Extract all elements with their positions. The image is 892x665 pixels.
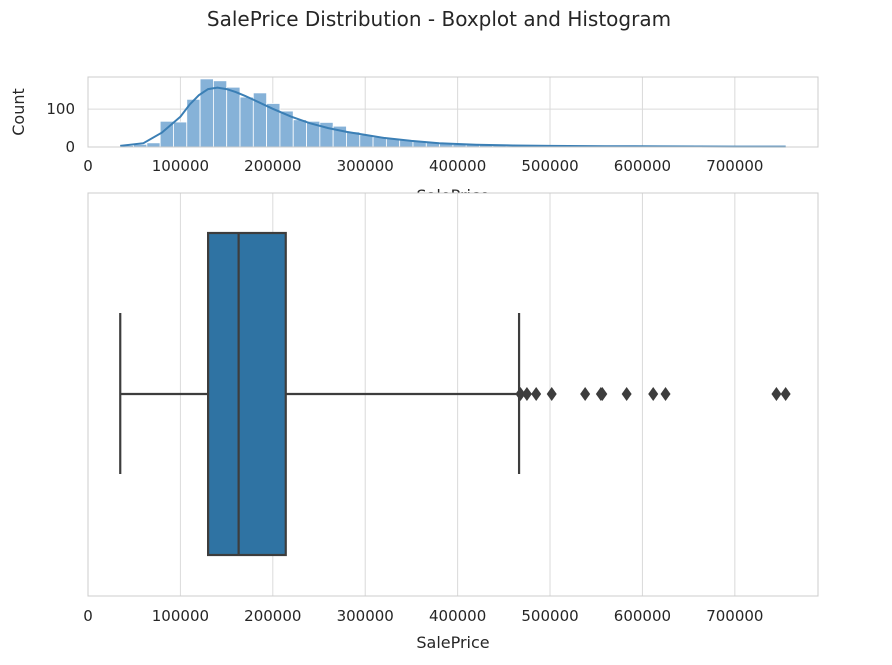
- histogram-kde-curve: [120, 86, 786, 148]
- boxplot-panel: 0 100000 200000 300000 400000 500000 600000 700…: [83, 192, 819, 652]
- histogram-x-tick-label: 200000: [244, 157, 301, 175]
- outlier-point: [621, 387, 632, 401]
- histogram-panel: 0 100000 200000 300000 400000 500000 600000 700…: [9, 76, 819, 205]
- outlier-point: [580, 387, 591, 401]
- boxplot-x-tick-label: 100000: [152, 607, 209, 625]
- histogram-y-tick-label: 100: [46, 100, 75, 118]
- histogram-x-tick-label: 400000: [429, 157, 486, 175]
- boxplot-x-tick-labels: 0 100000 200000 300000 400000 500000 600000 700…: [83, 607, 763, 625]
- boxplot-x-tick-label: 400000: [429, 607, 486, 625]
- boxplot-x-tick-label: 500000: [521, 607, 578, 625]
- boxplot-x-axis-label: SalePrice: [416, 633, 489, 652]
- boxplot-frame: [87, 192, 819, 597]
- boxplot-x-tick-label: 0: [83, 607, 93, 625]
- outlier-point: [780, 387, 791, 401]
- outlier-point: [597, 387, 608, 401]
- histogram-bar: [212, 80, 228, 148]
- histogram-y-axis-label: Count: [9, 88, 28, 136]
- boxplot-body: [119, 231, 521, 557]
- outlier-point: [660, 387, 671, 401]
- boxplot-x-tick-label: 600000: [614, 607, 671, 625]
- histogram-bar: [173, 121, 188, 148]
- histogram-x-tick-label: 100000: [152, 157, 209, 175]
- histogram-x-tick-label: 300000: [337, 157, 394, 175]
- outlier-point: [771, 387, 782, 401]
- outlier-point: [546, 387, 557, 401]
- histogram-bar: [292, 119, 307, 148]
- histogram-y-tick-labels: 0 100: [46, 100, 75, 156]
- histogram-y-tick-label: 0: [65, 138, 75, 156]
- outlier-point: [515, 387, 526, 401]
- chart-title: SalePrice Distribution - Boxplot and His…: [207, 7, 671, 31]
- histogram-x-tick-label: 500000: [521, 157, 578, 175]
- boxplot-x-tick-label: 700000: [706, 607, 763, 625]
- boxplot-x-tick-label: 200000: [244, 607, 301, 625]
- histogram-x-tick-labels: 0 100000 200000 300000 400000 500000 600000 700…: [83, 157, 763, 175]
- outlier-point: [521, 387, 532, 401]
- histogram-x-tick-label: 0: [83, 157, 93, 175]
- histogram-x-tick-label: 600000: [614, 157, 671, 175]
- histogram-bar: [146, 142, 161, 148]
- boxplot-x-tick-label: 300000: [337, 607, 394, 625]
- histogram-bar: [226, 86, 241, 148]
- outlier-point: [531, 387, 542, 401]
- interquartile-box: [207, 231, 287, 557]
- histogram-frame: [87, 76, 819, 148]
- boxplot-outliers: [515, 387, 791, 401]
- histogram-bar: [239, 96, 254, 148]
- histogram-x-tick-label: 700000: [706, 157, 763, 175]
- outlier-point: [648, 387, 659, 401]
